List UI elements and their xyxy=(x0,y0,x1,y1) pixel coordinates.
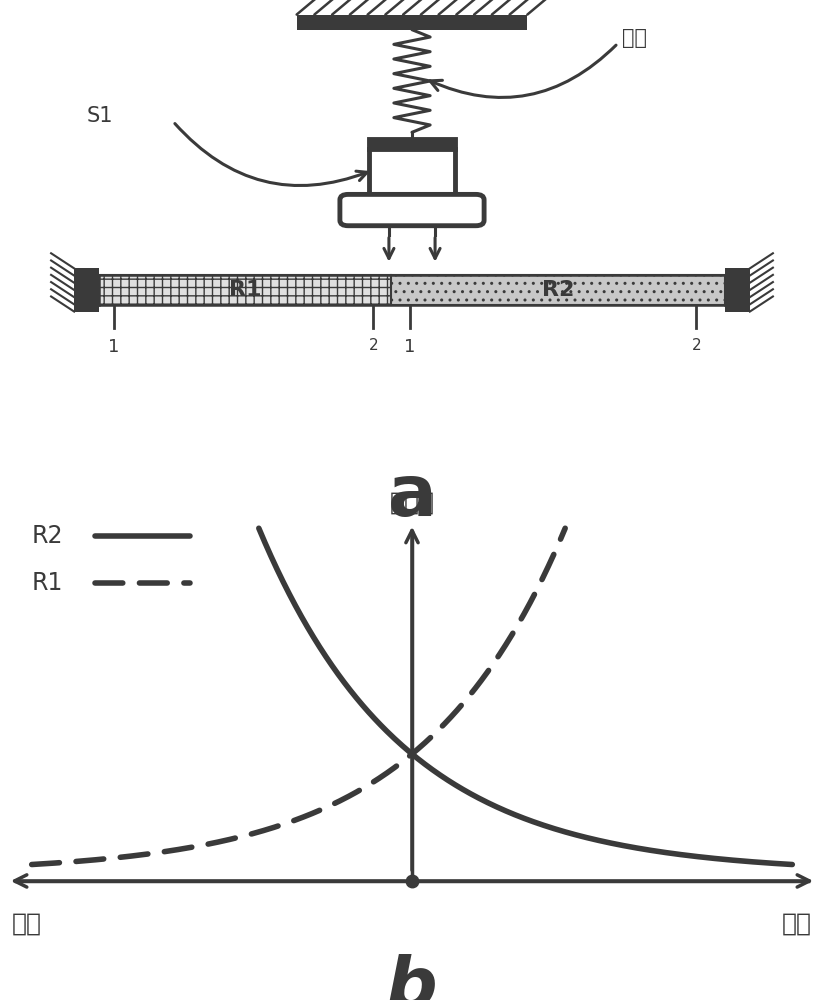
Bar xyxy=(725,268,750,312)
Text: 电阱値: 电阱値 xyxy=(390,490,434,514)
Text: b: b xyxy=(386,954,438,1000)
Text: 1: 1 xyxy=(108,338,119,356)
Bar xyxy=(391,275,725,305)
Text: 2: 2 xyxy=(691,338,701,353)
Bar xyxy=(368,148,455,202)
Text: R2: R2 xyxy=(31,524,63,548)
Bar xyxy=(368,139,455,148)
Text: 彊簧: 彊簧 xyxy=(622,28,647,48)
Text: 2: 2 xyxy=(368,338,378,353)
Text: R1: R1 xyxy=(229,280,261,300)
Text: 右移: 右移 xyxy=(782,911,812,935)
Text: R2: R2 xyxy=(542,280,574,300)
Bar xyxy=(99,275,391,305)
Text: a: a xyxy=(387,462,437,531)
Bar xyxy=(74,268,99,312)
Text: S1: S1 xyxy=(87,106,113,126)
FancyBboxPatch shape xyxy=(340,194,485,226)
Bar xyxy=(297,15,527,30)
Text: 1: 1 xyxy=(404,338,415,356)
Text: R1: R1 xyxy=(31,571,63,595)
Text: 左移: 左移 xyxy=(12,911,42,935)
